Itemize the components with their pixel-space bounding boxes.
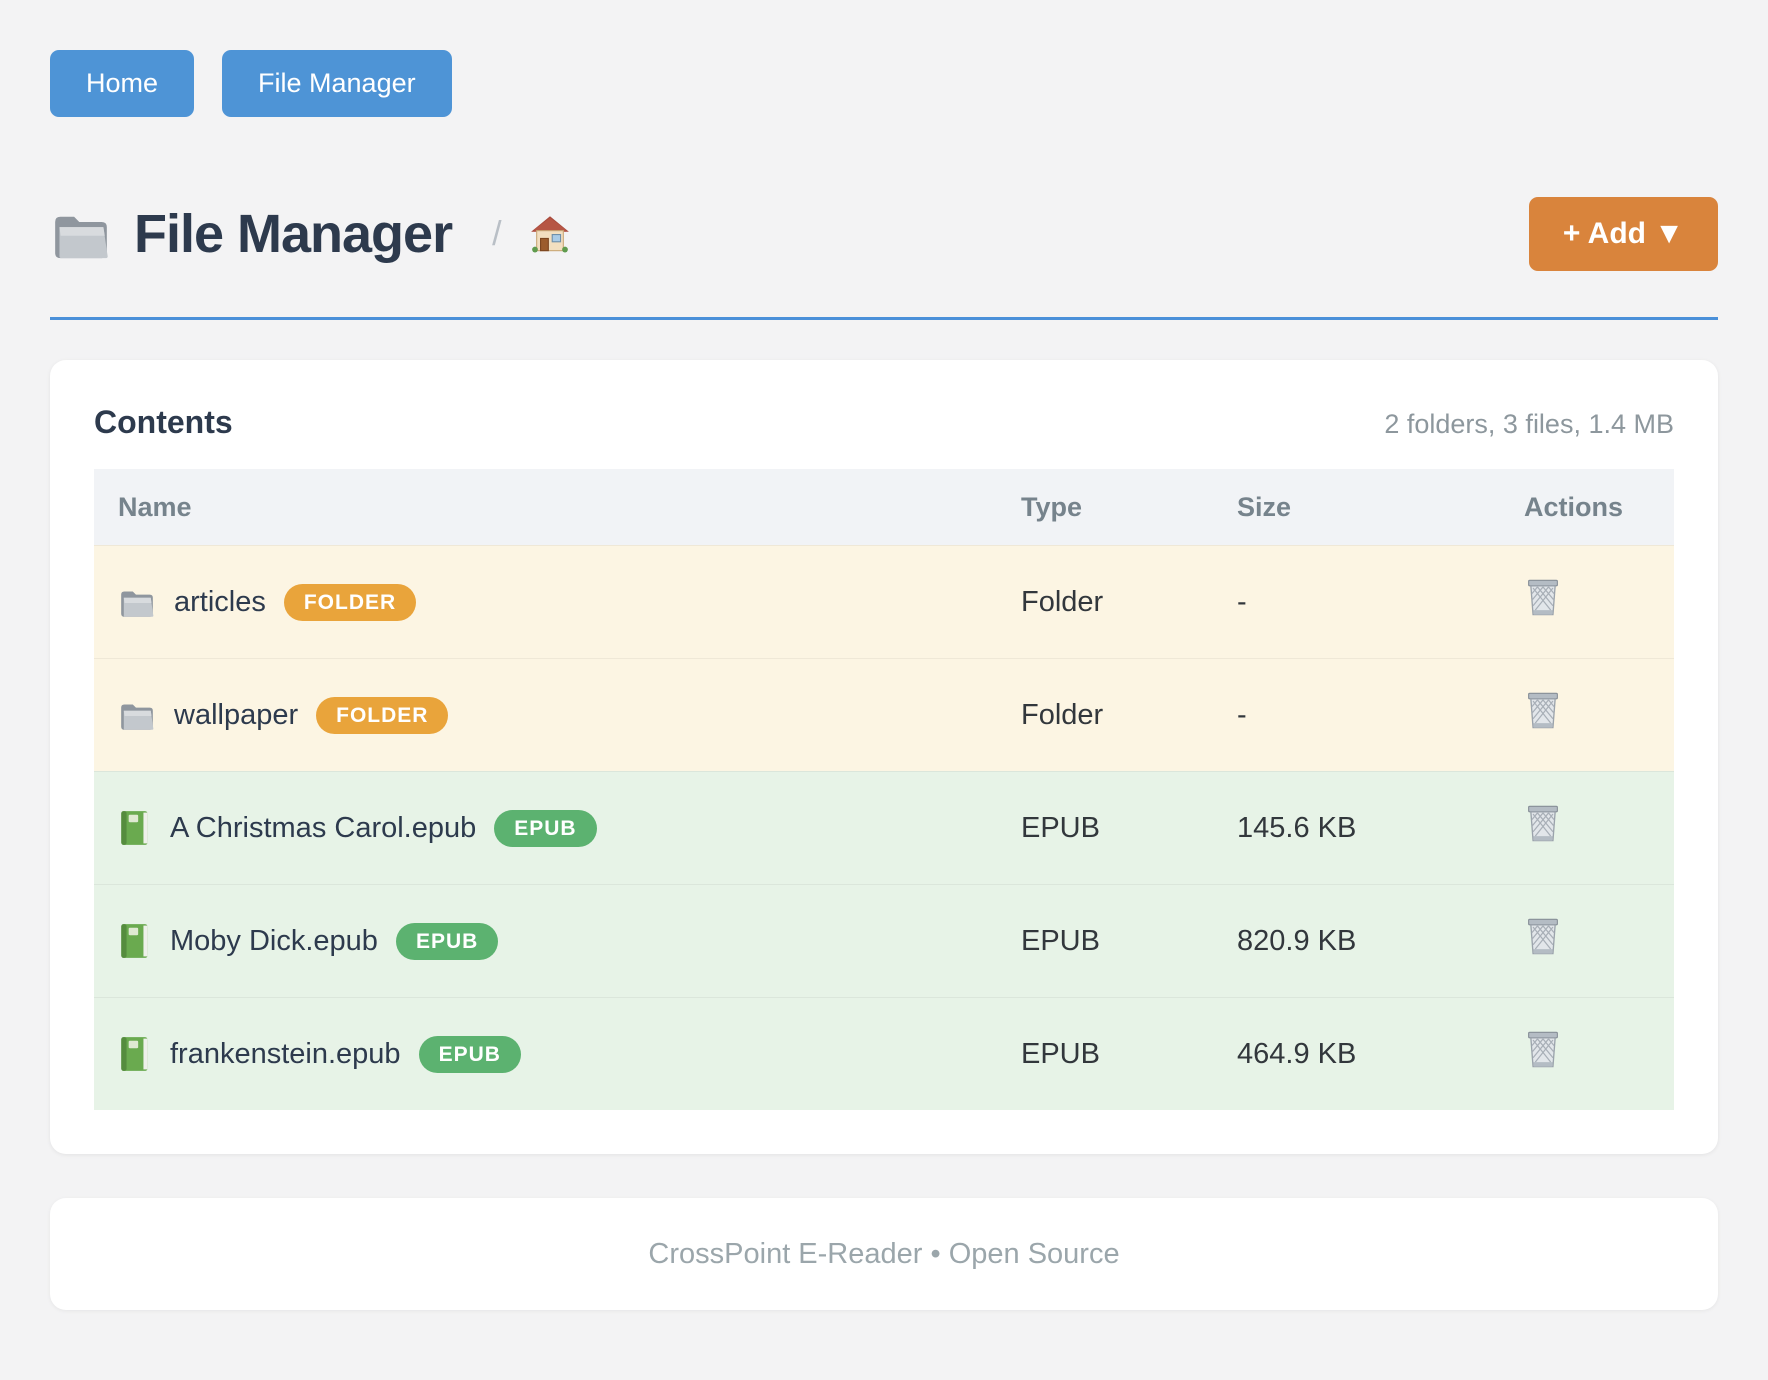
trash-icon	[1524, 690, 1562, 735]
type-badge: FOLDER	[283, 583, 417, 621]
footer: CrossPoint E-Reader • Open Source	[50, 1198, 1718, 1310]
page-header: File Manager / + Add ▼	[50, 197, 1718, 271]
table-header: Name Type Size Actions	[94, 469, 1674, 545]
file-manager-button[interactable]: File Manager	[222, 50, 452, 117]
add-button[interactable]: + Add ▼	[1528, 197, 1718, 271]
size-cell: 820.9 KB	[1237, 924, 1357, 957]
trash-icon	[1524, 916, 1562, 961]
file-name-link[interactable]: wallpaper	[174, 698, 299, 731]
type-badge: EPUB	[494, 809, 597, 847]
contents-summary: 2 folders, 3 files, 1.4 MB	[1384, 409, 1674, 439]
folder-icon	[50, 208, 112, 260]
footer-text: CrossPoint E-Reader • Open Source	[648, 1237, 1120, 1270]
size-cell: 145.6 KB	[1237, 811, 1357, 844]
page: Home File Manager File Manager /	[50, 50, 1718, 1310]
file-name-link[interactable]: frankenstein.epub	[170, 1037, 401, 1070]
file-name-link[interactable]: articles	[174, 585, 266, 618]
trash-icon	[1524, 577, 1562, 622]
top-nav: Home File Manager	[50, 50, 1718, 117]
type-badge: FOLDER	[316, 696, 449, 734]
book-icon	[118, 922, 152, 960]
folder-icon	[118, 586, 156, 618]
column-header-size: Size	[1237, 491, 1292, 522]
folder-icon	[118, 699, 156, 731]
table-row: Moby Dick.epub EPUB EPUB 820.9 KB	[94, 884, 1674, 997]
file-name-link[interactable]: A Christmas Carol.epub	[170, 811, 477, 844]
type-cell: EPUB	[1021, 811, 1100, 844]
header-divider	[50, 317, 1718, 320]
size-cell: -	[1237, 698, 1247, 731]
file-name-link[interactable]: Moby Dick.epub	[170, 924, 378, 957]
size-cell: -	[1237, 585, 1247, 618]
table-row: frankenstein.epub EPUB EPUB 464.9 KB	[94, 997, 1674, 1110]
file-table: Name Type Size Actions	[94, 469, 1674, 1110]
trash-icon	[1524, 803, 1562, 848]
type-cell: Folder	[1021, 698, 1104, 731]
size-cell: 464.9 KB	[1237, 1037, 1357, 1070]
table-row: articles FOLDER Folder -	[94, 545, 1674, 658]
delete-button[interactable]	[1524, 690, 1562, 735]
table-row: wallpaper FOLDER Folder -	[94, 658, 1674, 771]
type-cell: Folder	[1021, 585, 1104, 618]
home-button[interactable]: Home	[50, 50, 195, 117]
contents-card: Contents 2 folders, 3 files, 1.4 MB Name…	[50, 360, 1718, 1154]
delete-button[interactable]	[1524, 577, 1562, 622]
table-row: A Christmas Carol.epub EPUB EPUB 145.6 K…	[94, 771, 1674, 884]
contents-title: Contents	[94, 404, 233, 440]
book-icon	[118, 1035, 152, 1073]
book-icon	[118, 809, 152, 847]
delete-button[interactable]	[1524, 916, 1562, 961]
table-body: articles FOLDER Folder -	[94, 545, 1674, 1110]
page-title: File Manager	[134, 204, 453, 264]
breadcrumb-separator: /	[492, 214, 502, 253]
column-header-name: Name	[118, 491, 192, 522]
type-badge: EPUB	[418, 1035, 521, 1073]
delete-button[interactable]	[1524, 803, 1562, 848]
column-header-type: Type	[1021, 491, 1083, 522]
type-cell: EPUB	[1021, 924, 1100, 957]
type-badge: EPUB	[395, 922, 499, 960]
home-icon[interactable]	[530, 215, 570, 253]
trash-icon	[1524, 1029, 1562, 1074]
column-header-actions: Actions	[1524, 491, 1624, 522]
type-cell: EPUB	[1021, 1037, 1100, 1070]
delete-button[interactable]	[1524, 1029, 1562, 1074]
